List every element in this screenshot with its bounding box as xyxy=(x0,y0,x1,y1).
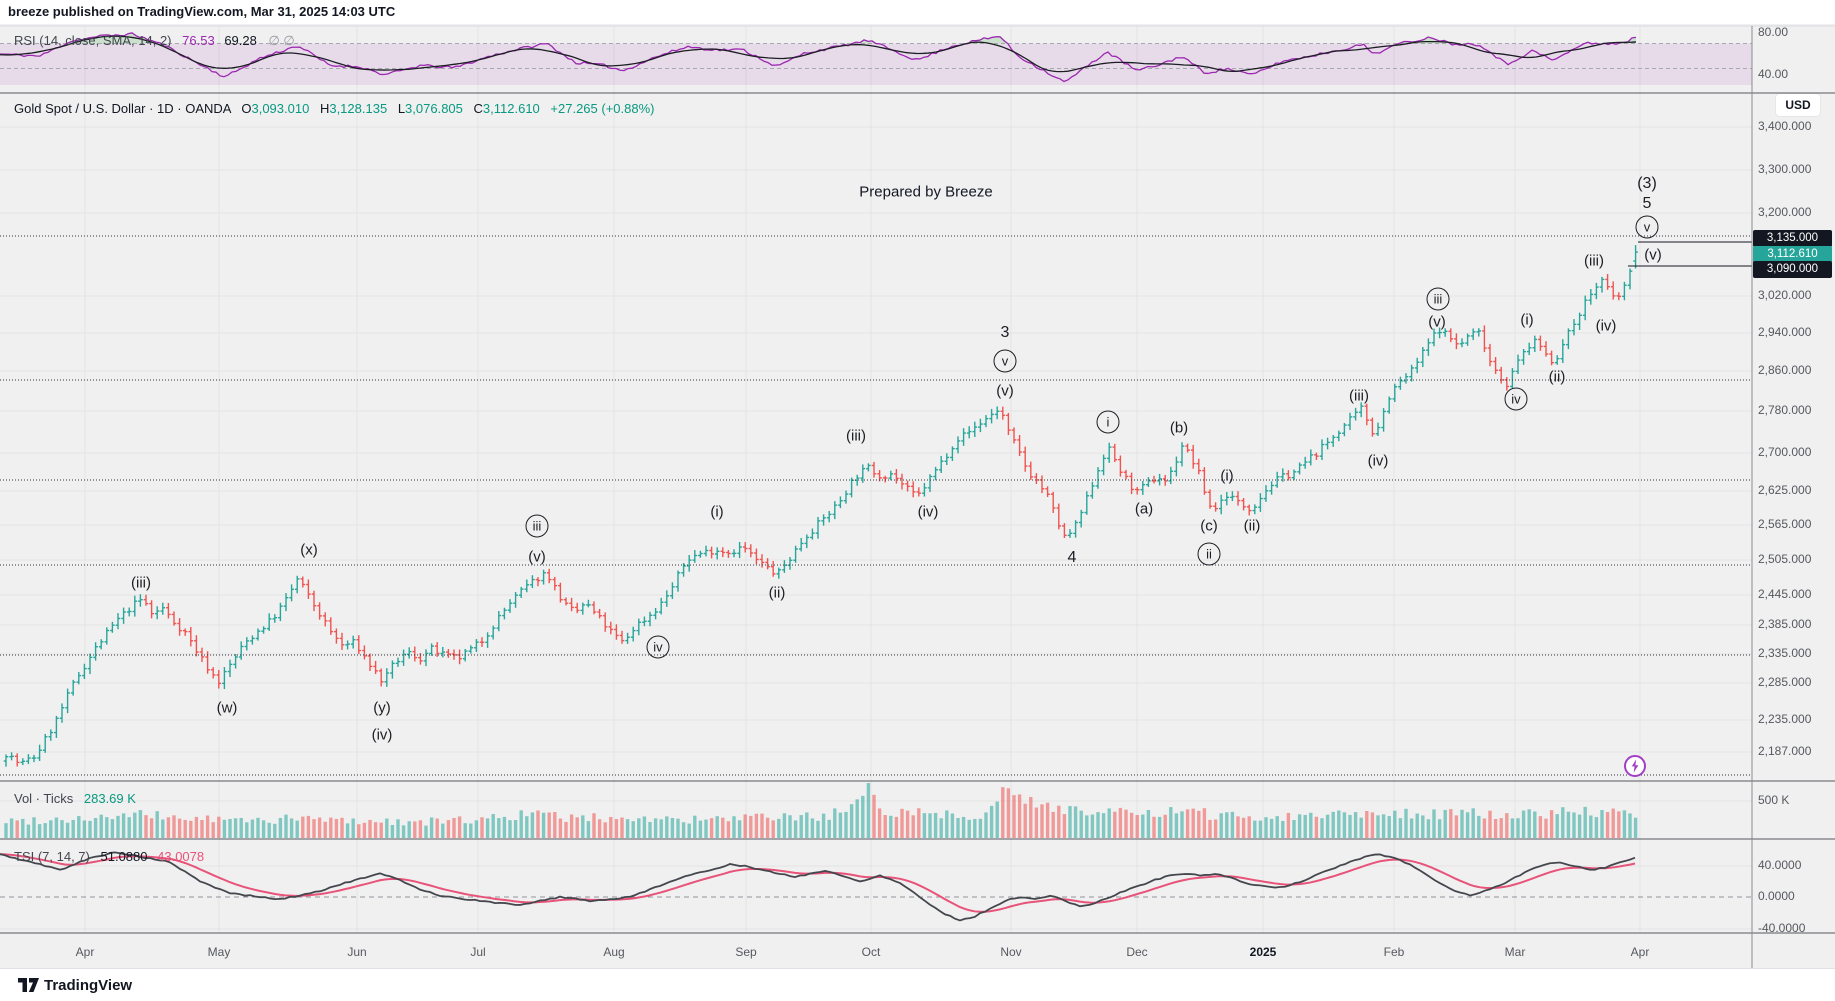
open-label: O xyxy=(241,101,252,116)
price-scale[interactable] xyxy=(1752,24,1835,933)
rsi-value: 76.53 xyxy=(182,33,215,48)
symbol-title: Gold Spot / U.S. Dollar · 1D · OANDA xyxy=(14,101,231,116)
open-value: 3,093.010 xyxy=(251,101,310,116)
hidden-values-icons[interactable]: ∅ ∅ xyxy=(268,33,295,48)
tsi-value: 51.0880 xyxy=(100,849,148,864)
tradingview-logo-icon xyxy=(18,978,39,992)
high-label: H xyxy=(319,101,330,116)
symbol-legend[interactable]: Gold Spot / U.S. Dollar · 1D · OANDA O3,… xyxy=(14,101,654,116)
flash-lightning-button[interactable] xyxy=(1624,755,1646,777)
change-value: +27.265 (+0.88%) xyxy=(550,101,655,116)
publish-info-bar: breeze published on TradingView.com, Mar… xyxy=(0,0,1835,24)
high-value: 3,128.135 xyxy=(329,101,388,116)
footer-brand: TradingView xyxy=(44,977,133,994)
tsi-legend-title: TSI (7, 14, 7) xyxy=(14,849,90,864)
close-value: 3,112.610 xyxy=(482,101,540,116)
currency-button[interactable]: USD xyxy=(1776,94,1820,116)
rsi-legend[interactable]: RSI (14, close, SMA, 14, 2) 76.53 69.28 … xyxy=(14,33,295,49)
volume-legend[interactable]: Vol · Ticks 283.69 K xyxy=(14,791,136,806)
tsi-legend[interactable]: TSI (7, 14, 7) 51.0880 43.0078 xyxy=(14,849,204,864)
volume-value: 283.69 K xyxy=(83,791,136,806)
rsi-legend-title: RSI (14, close, SMA, 14, 2) xyxy=(14,33,172,48)
tsi-signal-value: 43.0078 xyxy=(157,849,205,864)
publish-info-text: breeze published on TradingView.com, Mar… xyxy=(8,4,396,19)
footer-bar: TradingView xyxy=(0,968,1835,1001)
watermark-text: Prepared by Breeze xyxy=(859,183,993,201)
time-scale[interactable] xyxy=(0,933,1752,968)
low-value: 3,076.805 xyxy=(405,101,463,116)
close-label: C xyxy=(473,101,483,116)
rsi-signal-value: 69.28 xyxy=(224,33,257,48)
low-label: L xyxy=(397,101,406,116)
volume-legend-title: Vol · Ticks xyxy=(14,791,74,806)
lightning-icon xyxy=(1631,759,1639,773)
